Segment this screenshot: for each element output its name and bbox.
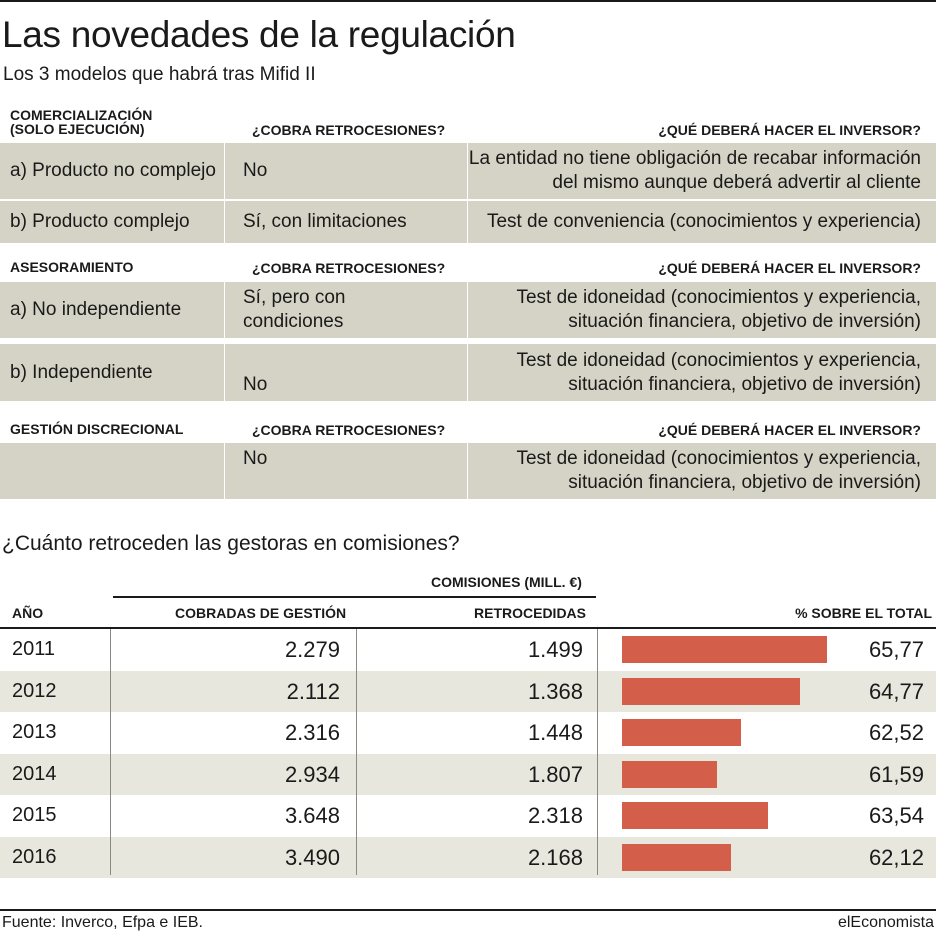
section-header-gestion-discrecional: GESTIÓN DISCRECIONAL ¿COBRA RETROCESIONE… [0, 422, 936, 440]
row-label: a) No independiente [10, 299, 182, 320]
row-action: Test de conveniencia (conocimientos y ex… [467, 201, 936, 243]
top-rule [0, 0, 936, 2]
cobradas-value: 2.316 [284, 720, 340, 745]
section-header-asesoramiento: ASESORAMIENTO ¿COBRA RETROCESIONES? ¿QUÉ… [0, 260, 936, 278]
column-divider [597, 629, 598, 875]
column-header-retrocedidas: RETROCEDIDAS [474, 605, 587, 621]
row-cobra: No [224, 443, 467, 499]
column-divider [110, 629, 111, 875]
table-row: 2012 2.112 1.368 64,77 [0, 670, 936, 712]
table-row: a) No independiente Sí, pero con condicio… [0, 282, 936, 338]
pct-bar [622, 802, 768, 829]
retrocedidas-value: 1.807 [527, 761, 583, 787]
row-label: b) Independiente [10, 361, 153, 383]
row-action: Test de idoneidad (conocimientos y exper… [467, 344, 936, 401]
row-cobra: No [224, 143, 467, 199]
retrocedidas-value: 2.318 [527, 803, 583, 828]
row-action: Test de idoneidad (conocimientos y exper… [467, 282, 936, 338]
row-action: Test de idoneidad (conocimientos y exper… [467, 443, 936, 499]
section-title: COMERCIALIZACIÓN (SOLO EJECUCIÓN) [10, 107, 153, 137]
page-title: Las novedades de la regulación [2, 14, 516, 55]
source-note: Fuente: Inverco, Efpa e IEB. [2, 914, 203, 931]
pct-value: 64,77 [868, 678, 924, 704]
column-header-inversor: ¿QUÉ DEBERÁ HACER EL INVERSOR? [658, 422, 921, 438]
cobradas-value: 3.648 [284, 803, 340, 828]
group-header-rule [113, 596, 596, 598]
row-cobra: Sí, con limitaciones [224, 201, 467, 243]
retrocedidas-value: 1.448 [527, 720, 583, 745]
section-title: GESTIÓN DISCRECIONAL [10, 421, 184, 437]
year-label: 2016 [12, 845, 57, 868]
table-row: a) Producto no complejo No La entidad no… [0, 143, 936, 199]
table-row: 2014 2.934 1.807 61,59 [0, 753, 936, 795]
section-header-comercializacion: COMERCIALIZACIÓN (SOLO EJECUCIÓN) ¿COBRA… [0, 108, 936, 138]
page-subtitle: Los 3 modelos que habrá tras Mifid II [3, 64, 316, 85]
table-row: b) Producto complejo Sí, con limitacione… [0, 201, 936, 243]
table-row: 2013 2.316 1.448 62,52 [0, 712, 936, 753]
pct-value: 63,54 [868, 803, 924, 828]
table-row: b) Independiente No Test de idoneidad (c… [0, 344, 936, 401]
brand-logo-text: elEconomista [837, 914, 934, 931]
pct-bar [622, 760, 717, 788]
year-label: 2012 [12, 679, 57, 702]
table-row: 2016 3.490 2.168 62,12 [0, 836, 936, 878]
pct-value: 61,59 [868, 761, 924, 787]
bottom-rule [0, 909, 936, 911]
pct-value: 65,77 [868, 637, 924, 662]
row-label [0, 443, 223, 499]
retrocedidas-value: 1.368 [527, 678, 583, 704]
cobradas-value: 2.279 [284, 637, 340, 662]
year-label: 2013 [12, 721, 57, 743]
pct-value: 62,52 [868, 720, 924, 745]
cobradas-value: 3.490 [284, 844, 340, 870]
column-header-cobra: ¿COBRA RETROCESIONES? [252, 122, 446, 138]
section-title: ASESORAMIENTO [10, 259, 134, 275]
column-header-inversor: ¿QUÉ DEBERÁ HACER EL INVERSOR? [658, 260, 921, 276]
pct-bar [622, 677, 801, 705]
column-header-pct: % SOBRE EL TOTAL [795, 605, 932, 621]
group-header-comisiones: COMISIONES (MILL. €) [431, 574, 582, 590]
cobradas-value: 2.934 [284, 761, 340, 787]
pct-bar [622, 719, 742, 746]
table-row: No Test de idoneidad (conocimientos y ex… [0, 443, 936, 499]
pct-bar [622, 843, 731, 871]
column-divider [356, 629, 357, 875]
column-header-cobra: ¿COBRA RETROCESIONES? [252, 260, 446, 276]
row-action: La entidad no tiene obligación de recaba… [467, 143, 936, 199]
row-label: a) Producto no complejo [10, 160, 216, 181]
column-header-ano: AÑO [12, 605, 44, 621]
pct-bar [622, 636, 827, 663]
row-cobra: Sí, pero con condiciones [224, 282, 467, 338]
column-header-cobradas: COBRADAS DE GESTIÓN [175, 605, 347, 621]
retrocedidas-value: 2.168 [527, 844, 583, 870]
year-label: 2011 [12, 638, 56, 660]
row-label: b) Producto complejo [10, 211, 190, 232]
cobradas-value: 2.112 [286, 678, 340, 704]
year-label: 2015 [12, 804, 57, 826]
retrocedidas-value: 1.499 [527, 637, 583, 662]
table-row: 2015 3.648 2.318 63,54 [0, 795, 936, 836]
pct-value: 62,12 [868, 844, 924, 870]
row-cobra: No [224, 344, 467, 401]
year-label: 2014 [12, 762, 57, 785]
section-question: ¿Cuánto retroceden las gestoras en comis… [2, 532, 460, 555]
table-header-rule [0, 627, 936, 629]
table-row: 2011 2.279 1.499 65,77 [0, 629, 936, 670]
column-header-inversor: ¿QUÉ DEBERÁ HACER EL INVERSOR? [658, 122, 921, 138]
column-header-cobra: ¿COBRA RETROCESIONES? [252, 422, 446, 438]
